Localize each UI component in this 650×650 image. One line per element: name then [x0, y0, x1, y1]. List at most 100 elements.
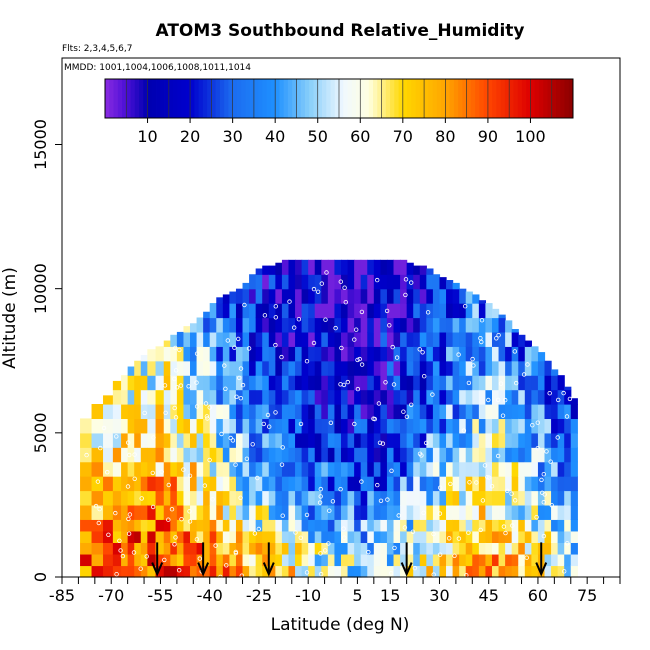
heatmap-cell	[446, 504, 454, 520]
heatmap-cell	[380, 418, 388, 434]
observation-point	[207, 405, 212, 410]
heatmap-cell	[386, 476, 395, 492]
heatmap-cell	[170, 476, 178, 492]
heatmap-cell	[268, 565, 276, 578]
heatmap-cell	[393, 274, 401, 290]
heatmap-cell	[354, 490, 362, 506]
heatmap-cell	[262, 317, 270, 333]
observation-point	[396, 513, 401, 518]
observation-point	[513, 498, 518, 503]
heatmap-cell	[354, 317, 362, 333]
observation-point	[262, 313, 268, 318]
heatmap-cell	[511, 447, 519, 463]
heatmap-cell	[472, 360, 480, 376]
heatmap-cell	[354, 461, 362, 477]
heatmap-cell	[393, 418, 401, 434]
heatmap-cell	[222, 447, 230, 463]
heatmap-cell	[170, 375, 178, 391]
heatmap-cell	[419, 317, 427, 333]
heatmap-cell	[386, 530, 395, 543]
heatmap-cell	[229, 432, 237, 448]
heatmap-cell	[531, 565, 539, 578]
observation-point	[474, 480, 479, 485]
heatmap-cell	[406, 530, 414, 543]
heatmap-cell	[426, 542, 434, 555]
heatmap-cell	[275, 553, 283, 567]
heatmap-cell	[242, 389, 250, 405]
observation-point	[466, 380, 472, 386]
heatmap-cell	[229, 447, 237, 463]
observation-point	[328, 420, 334, 425]
heatmap-cell	[155, 432, 165, 448]
heatmap-cell	[80, 565, 93, 578]
heatmap-cell	[216, 331, 224, 347]
observation-point	[525, 362, 530, 367]
heatmap-cell	[268, 553, 276, 567]
heatmap-cell	[216, 476, 224, 492]
heatmap-cell	[465, 565, 473, 578]
heatmap-cell	[498, 565, 506, 578]
heatmap-cell	[295, 288, 303, 304]
heatmap-cell	[203, 504, 211, 520]
heatmap-cell	[419, 565, 427, 578]
heatmap-cell	[498, 389, 506, 405]
heatmap-cell	[155, 447, 165, 463]
heatmap-cell	[327, 418, 336, 434]
heatmap-cell	[314, 346, 322, 362]
heatmap-cell	[478, 490, 487, 506]
heatmap-cell	[478, 418, 487, 434]
heatmap-cell	[121, 530, 129, 543]
heatmap-cell	[222, 565, 230, 578]
heatmap-cell	[190, 360, 198, 376]
heatmap-cell	[380, 432, 388, 448]
heatmap-cell	[367, 504, 375, 520]
heatmap-cell	[155, 490, 165, 506]
heatmap-cell	[170, 447, 178, 463]
observation-point	[117, 538, 122, 543]
heatmap-cell	[196, 461, 204, 477]
heatmap-cell	[531, 432, 539, 448]
colorbar-segment	[538, 79, 544, 118]
heatmap-cell	[334, 288, 342, 304]
heatmap-cell	[321, 461, 329, 477]
colorbar-tick-label: 60	[350, 127, 370, 146]
heatmap-cell	[281, 461, 290, 477]
heatmap-cell	[511, 346, 519, 362]
heatmap-cell	[216, 490, 224, 506]
observation-point	[431, 531, 436, 537]
heatmap-cell	[203, 346, 211, 362]
observation-point	[187, 509, 192, 514]
observation-point	[534, 515, 539, 520]
heatmap-cell	[170, 432, 178, 448]
heatmap-cell	[249, 476, 257, 492]
heatmap-cell	[360, 360, 368, 376]
heatmap-cell	[209, 542, 217, 555]
heatmap-cell	[432, 375, 441, 391]
heatmap-cell	[229, 530, 237, 543]
observation-point	[341, 382, 347, 388]
heatmap-cell	[281, 288, 290, 304]
colorbar-segment	[343, 79, 348, 118]
heatmap-cell	[268, 274, 276, 290]
heatmap-cell	[216, 447, 224, 463]
heatmap-cell	[327, 404, 336, 420]
heatmap-cell	[268, 375, 276, 391]
heatmap-cell	[426, 504, 434, 520]
heatmap-cell	[295, 346, 303, 362]
heatmap-cell	[531, 447, 539, 463]
heatmap-cell	[235, 447, 244, 463]
heatmap-cell	[537, 418, 546, 434]
heatmap-cell	[400, 331, 408, 347]
y-tick-label: 10000	[31, 263, 50, 314]
heatmap-cell	[183, 432, 191, 448]
colorbar-segment	[156, 79, 161, 118]
heatmap-cell	[524, 432, 532, 448]
colorbar-segment	[496, 79, 502, 118]
heatmap-cell	[209, 461, 217, 477]
heatmap-cell	[380, 553, 388, 567]
heatmap-cell	[281, 530, 290, 543]
heatmap-cell	[413, 461, 421, 477]
heatmap-cell	[249, 346, 257, 362]
heatmap-cell	[380, 317, 388, 333]
heatmap-cell	[209, 317, 217, 333]
